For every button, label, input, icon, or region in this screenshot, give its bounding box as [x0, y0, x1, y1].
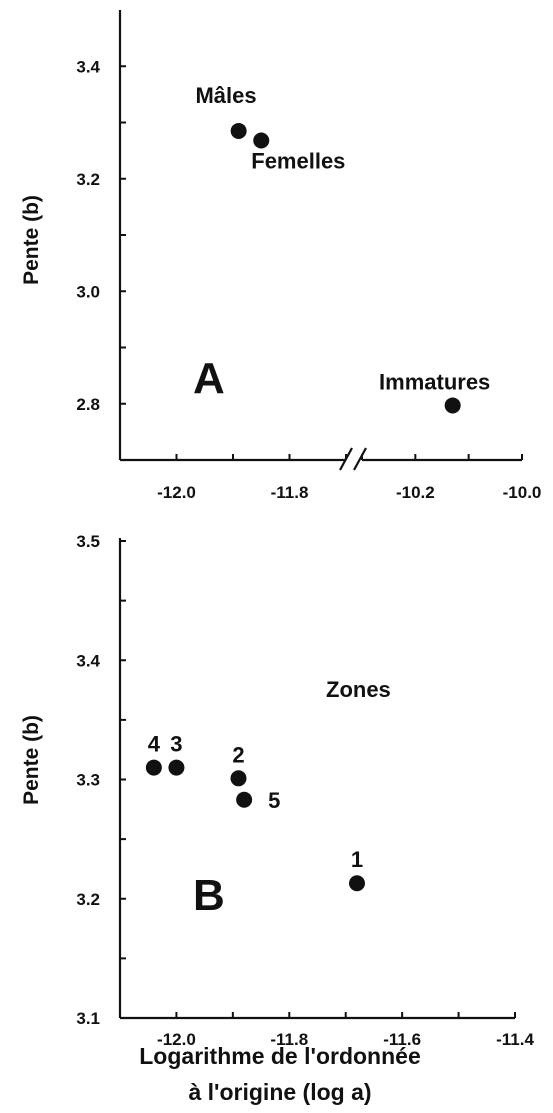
- data-point-label: 3: [170, 732, 182, 757]
- y-tick-label: 3.2: [76, 170, 100, 189]
- y-tick-label: 3.5: [76, 532, 100, 551]
- y-tick-label: 3.0: [76, 282, 100, 301]
- zones-annotation: Zones: [326, 677, 391, 702]
- data-point: [230, 770, 247, 787]
- data-point-label: Immatures: [379, 369, 490, 394]
- x-tick-label: -10.2: [396, 483, 435, 502]
- y-tick-label: 3.2: [76, 890, 100, 909]
- x-tick-label: -12.0: [157, 483, 196, 502]
- x-tick-label: -12.0: [157, 1030, 196, 1049]
- panel-a-y-axis-title: Pente (b): [20, 195, 43, 285]
- x-tick-label: -11.6: [383, 1030, 421, 1049]
- y-tick-label: 3.1: [76, 1009, 100, 1028]
- data-point: [444, 397, 461, 414]
- x-tick-label: -11.8: [271, 483, 309, 502]
- data-point-label: 2: [232, 742, 244, 767]
- panel-b: 3.1 3.2 3.3 3.4 3.5 -12.0 -11.8 -11.6 -11.4 Pen…: [20, 532, 534, 1049]
- x-tick-label: -11.4: [496, 1030, 534, 1049]
- panel-a-letter: A: [193, 354, 225, 403]
- y-tick-label: 3.4: [76, 57, 100, 76]
- x-axis-title-line-2: à l'origine (log a): [188, 1079, 371, 1105]
- data-point: [253, 132, 270, 149]
- panel-a: 2.8 3.0 3.2 3.4 -12.0 -11.8 -10.2 -10.0 Pente …: [20, 10, 541, 502]
- data-point: [236, 791, 253, 808]
- data-point: [145, 759, 162, 776]
- data-point-label: 5: [268, 788, 280, 813]
- y-tick-label: 3.4: [76, 651, 100, 670]
- data-point: [230, 122, 247, 139]
- x-tick-label: -11.8: [270, 1030, 308, 1049]
- data-point-label: 1: [351, 847, 363, 872]
- y-tick-label: 2.8: [76, 395, 100, 414]
- panel-b-y-axis-title: Pente (b): [20, 715, 43, 805]
- data-point-label: Mâles: [195, 83, 256, 108]
- y-tick-label: 3.3: [76, 771, 100, 790]
- axis-break-mark: [353, 447, 367, 471]
- data-point-label: Femelles: [251, 149, 345, 174]
- data-point: [349, 875, 365, 892]
- data-point-label: 4: [148, 732, 161, 757]
- data-point: [168, 759, 185, 776]
- x-axis-title-line-1: Logarithme de l'ordonnée: [139, 1043, 421, 1069]
- x-tick-label: -10.0: [503, 483, 542, 502]
- panel-b-letter: B: [193, 871, 225, 920]
